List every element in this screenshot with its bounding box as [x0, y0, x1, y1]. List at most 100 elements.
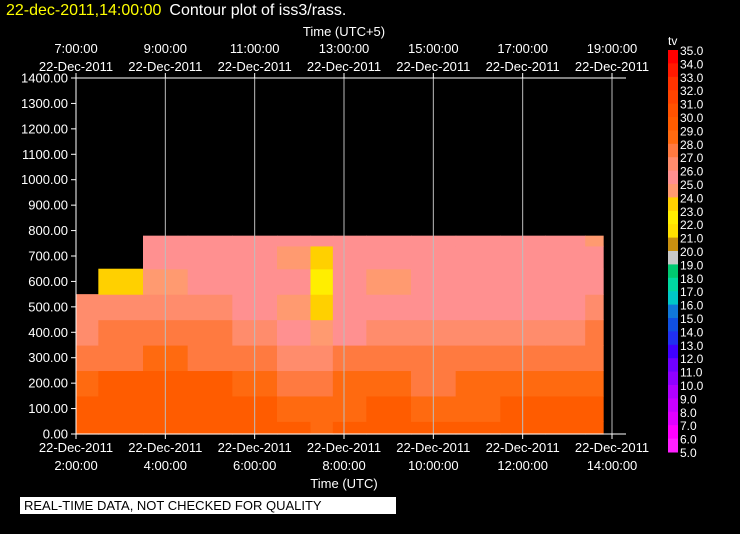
contour-cell [545, 421, 586, 435]
contour-cell [585, 345, 604, 372]
contour-cell [310, 268, 334, 295]
colorbar-tick-label: 18.0 [680, 272, 704, 286]
contour-cell [545, 370, 586, 397]
colorbar-swatch [668, 438, 678, 453]
x-tick-time: 2:00:00 [54, 458, 97, 473]
contour-cell [332, 268, 367, 295]
x-tick-date: 22-Dec-2011 [575, 440, 649, 455]
contour-cell [187, 421, 233, 435]
colorbar-tick-label: 27.0 [680, 151, 704, 165]
y-tick-label: 700.00 [28, 249, 68, 264]
colorbar-tick-label: 11.0 [680, 366, 703, 380]
colorbar-tick-label: 34.0 [680, 57, 704, 71]
x-tick-time: 4:00:00 [144, 458, 187, 473]
chart-title: Contour plot of iss3/rass. [169, 2, 347, 19]
contour-cell [585, 245, 604, 270]
contour-cell [277, 319, 312, 346]
contour-cell [76, 345, 99, 372]
x-tick-time: 12:00:00 [497, 458, 548, 473]
x-tick-time: 14:00:00 [587, 458, 638, 473]
contour-cell [187, 268, 233, 295]
contour-cell [585, 235, 604, 247]
colorbar-tick-label: 19.0 [680, 258, 704, 272]
y-tick-label: 1100.00 [22, 147, 68, 162]
colorbar-swatch [668, 264, 678, 279]
contour-cell [545, 268, 586, 295]
x-tick-date: 22-Dec-2011 [39, 440, 113, 455]
colorbar-swatch [668, 344, 678, 359]
y-tick-label: 200.00 [28, 376, 68, 391]
contour-cell [76, 395, 99, 422]
y-tick-label: 1400.00 [21, 71, 68, 86]
colorbar-tick-label: 24.0 [680, 191, 704, 205]
top-tick-time: 7:00:00 [54, 41, 97, 56]
colorbar-tick-label: 12.0 [680, 352, 704, 366]
colorbar-swatch [668, 63, 678, 78]
colorbar-swatch [668, 331, 678, 346]
x-tick-date: 22-Dec-2011 [486, 440, 560, 455]
contour-cell [545, 235, 586, 247]
contour-cell [310, 395, 334, 422]
contour-cell [332, 294, 367, 321]
contour-cell [310, 370, 334, 397]
contour-cell [310, 319, 334, 346]
contour-cell [310, 294, 334, 321]
colorbar-swatch [668, 170, 678, 185]
colorbar-swatch [668, 130, 678, 145]
top-tick-time: 15:00:00 [408, 41, 459, 56]
contour-cell [366, 370, 412, 397]
colorbar-swatch [668, 371, 678, 386]
colorbar-tick-label: 33.0 [680, 71, 704, 85]
contour-cell [455, 370, 501, 397]
contour-cell [585, 370, 604, 397]
contour-cell [98, 294, 144, 321]
contour-cell [366, 294, 412, 321]
chart-header: 22-dec-2011,14:00:00 Contour plot of iss3… [6, 2, 346, 20]
y-tick-label: 400.00 [28, 325, 68, 340]
top-tick-date: 22-Dec-2011 [486, 59, 560, 74]
colorbar-tick-label: 29.0 [680, 124, 704, 138]
y-tick-label: 500.00 [28, 299, 68, 314]
contour-cell [187, 345, 233, 372]
contour-cell [545, 319, 586, 346]
colorbar-tick-label: 10.0 [680, 379, 704, 393]
colorbar-tick-label: 30.0 [680, 111, 704, 125]
x-tick-date: 22-Dec-2011 [307, 440, 381, 455]
contour-cell [366, 235, 412, 247]
colorbar-swatch [668, 184, 678, 198]
top-tick-time: 19:00:00 [587, 41, 638, 56]
y-tick-label: 100.00 [28, 401, 68, 416]
y-tick-label: 1300.00 [21, 96, 68, 111]
colorbar-swatch [668, 76, 678, 91]
contour-cell [585, 319, 604, 346]
contour-cell [98, 395, 144, 422]
top-tick-date: 22-Dec-2011 [575, 59, 649, 74]
y-tick-label: 300.00 [28, 350, 68, 365]
contour-cell [332, 245, 367, 270]
contour-cell [332, 370, 367, 397]
contour-cell [76, 319, 99, 346]
quality-notice: REAL-TIME DATA, NOT CHECKED FOR QUALITY [20, 497, 396, 514]
colorbar-swatch [668, 103, 678, 118]
colorbar-tick-label: 21.0 [680, 232, 704, 246]
chart-timestamp: 22-dec-2011,14:00:00 [6, 2, 162, 19]
contour-cell [277, 370, 312, 397]
contour-cell [455, 235, 501, 247]
colorbar-swatch [668, 224, 678, 239]
colorbar-swatch [668, 277, 678, 292]
colorbar-swatch [668, 117, 678, 131]
colorbar-swatch [668, 197, 678, 212]
contour-cell [332, 345, 367, 372]
x-tick-date: 22-Dec-2011 [396, 440, 470, 455]
x-tick-time: 8:00:00 [322, 458, 365, 473]
colorbar-tick-label: 32.0 [680, 84, 704, 98]
colorbar-swatch [668, 237, 678, 252]
y-tick-label: 0.00 [43, 427, 68, 442]
colorbar-tick-label: 22.0 [680, 218, 704, 232]
colorbar-swatch [668, 143, 678, 158]
contour-fill-layer [76, 235, 604, 435]
contour-cell [277, 235, 312, 247]
contour-cell [545, 395, 586, 422]
contour-cell [545, 245, 586, 270]
top-tick-date: 22-Dec-2011 [39, 59, 113, 74]
